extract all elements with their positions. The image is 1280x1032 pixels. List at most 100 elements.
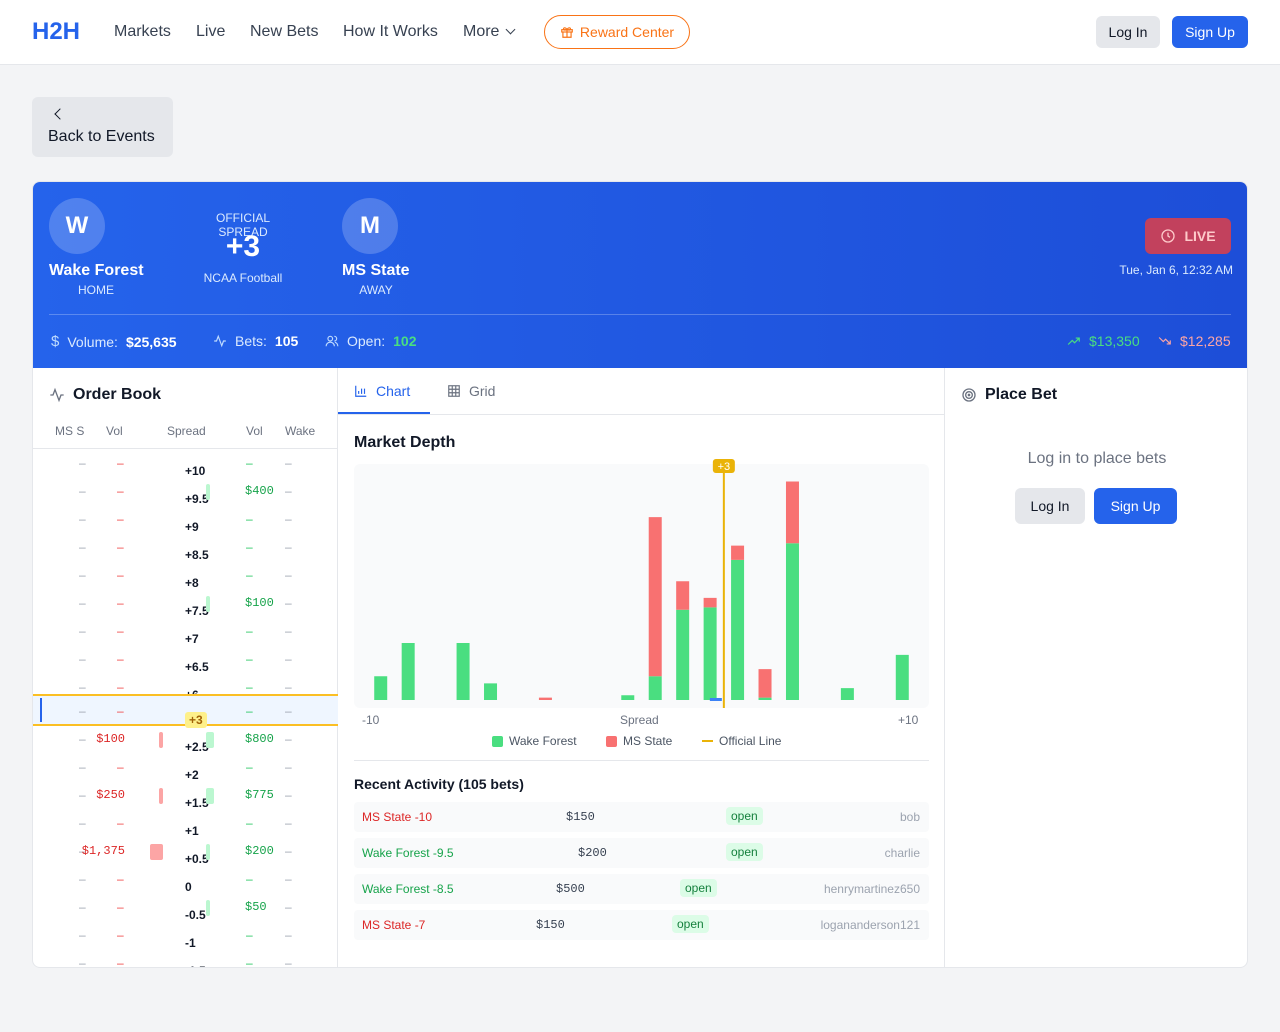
status-badge: open bbox=[672, 915, 709, 933]
view-tabs: Chart Grid bbox=[338, 368, 945, 415]
volume-value: $25,635 bbox=[125, 333, 177, 350]
live-label: LIVE bbox=[1184, 228, 1216, 244]
order-book-row[interactable]: – – 0 – – bbox=[33, 864, 338, 894]
bar-wake-forest[interactable] bbox=[731, 559, 745, 700]
bar-wake-forest[interactable] bbox=[785, 543, 799, 700]
ms-volume: – bbox=[117, 872, 124, 886]
order-book-row[interactable]: – – +2 – – bbox=[33, 752, 338, 782]
legend-label: Wake Forest bbox=[509, 734, 577, 748]
login-button[interactable]: Log In bbox=[1096, 16, 1160, 48]
ms-volume: $1,375 bbox=[81, 844, 125, 858]
bar-ms-state[interactable] bbox=[731, 545, 745, 560]
league: NCAA Football bbox=[203, 271, 283, 285]
order-book-row[interactable]: – – -1.5 – – bbox=[33, 948, 338, 968]
bar-wake-forest[interactable] bbox=[676, 609, 690, 700]
wake-volume: – bbox=[246, 956, 253, 968]
nav-new-bets[interactable]: New Bets bbox=[250, 23, 319, 40]
bets-label: Bets: bbox=[235, 333, 267, 349]
order-book-label: Order Book bbox=[73, 386, 162, 403]
wake-volume: – bbox=[246, 512, 253, 526]
ms-volume: – bbox=[117, 568, 124, 582]
logo[interactable]: H2H bbox=[32, 18, 81, 45]
nav-markets[interactable]: Markets bbox=[114, 23, 171, 40]
nav-live[interactable]: Live bbox=[196, 23, 226, 40]
order-book-row[interactable]: – – -0.5 $50 – bbox=[33, 892, 338, 922]
nav-how-it-works[interactable]: How It Works bbox=[343, 23, 438, 40]
ms-volume: – bbox=[117, 624, 124, 638]
place-bet-login-button[interactable]: Log In bbox=[1015, 488, 1085, 524]
order-book-row[interactable]: – $100 +2.5 $800– bbox=[33, 724, 338, 754]
tab-chart[interactable]: Chart bbox=[354, 383, 410, 399]
order-book-row[interactable]: – $250 +1.5 $775– bbox=[33, 780, 338, 810]
back-to-events-button[interactable]: Back to Events bbox=[32, 97, 173, 157]
ms-count: – bbox=[79, 816, 86, 830]
activity-icon bbox=[214, 334, 226, 348]
header-ms: MS S bbox=[55, 424, 85, 438]
reward-center-button[interactable]: Reward Center bbox=[544, 15, 690, 49]
bar-ms-state[interactable] bbox=[758, 669, 772, 698]
order-book-row[interactable]: – $1,375 +0.5 $200– bbox=[33, 836, 338, 866]
order-book-row[interactable]: – – +6.5 – – bbox=[33, 644, 338, 674]
bar-ms-state[interactable] bbox=[538, 697, 552, 700]
wake-count: – bbox=[285, 456, 292, 470]
tab-grid-label: Grid bbox=[469, 383, 496, 399]
activity-row[interactable]: Wake Forest -8.5 $500 open henrymartinez650 bbox=[354, 874, 929, 904]
ms-volume: – bbox=[117, 596, 124, 610]
order-book-row[interactable]: – – +1 – – bbox=[33, 808, 338, 838]
order-book-row[interactable]: – – +7.5 $100– bbox=[33, 588, 338, 618]
activity-row[interactable]: Wake Forest -9.5 $200 open charlie bbox=[354, 838, 929, 868]
order-book-row[interactable]: – – +9.5 $400– bbox=[33, 476, 338, 506]
current-line-marker bbox=[40, 698, 42, 722]
gift-icon bbox=[561, 27, 573, 38]
wake-count: – bbox=[285, 872, 292, 886]
ms-volume: – bbox=[117, 928, 124, 942]
bar-wake-forest[interactable] bbox=[895, 654, 909, 700]
activity-row[interactable]: MS State -10 $150 open bob bbox=[354, 802, 929, 832]
bar-ms-state[interactable] bbox=[676, 581, 690, 610]
bar-ms-state[interactable] bbox=[703, 597, 717, 608]
bar-wake-forest[interactable] bbox=[648, 676, 662, 700]
ms-volume: – bbox=[117, 704, 124, 718]
market-panel: Chart Grid Market Depth +3 -10 Spread +1… bbox=[338, 368, 945, 967]
tab-grid[interactable]: Grid bbox=[447, 383, 495, 399]
bar-wake-forest[interactable] bbox=[621, 695, 635, 700]
order-book-row[interactable]: – – +7 – – bbox=[33, 616, 338, 646]
wake-count: – bbox=[285, 732, 292, 746]
nav-more[interactable]: More bbox=[463, 23, 516, 41]
header-vol-left: Vol bbox=[106, 424, 123, 438]
order-book-row-current[interactable]: – – +3 – – bbox=[33, 694, 338, 728]
bar-wake-forest[interactable] bbox=[758, 697, 772, 700]
bet-amount: $500 bbox=[556, 882, 585, 896]
ms-count: – bbox=[79, 484, 86, 498]
order-book-row[interactable]: – – +8.5 – – bbox=[33, 532, 338, 562]
ms-count: – bbox=[79, 732, 86, 746]
ms-volume: $100 bbox=[96, 732, 125, 746]
bar-ms-state[interactable] bbox=[648, 517, 662, 677]
bar-wake-forest[interactable] bbox=[840, 688, 854, 700]
clock-icon bbox=[1161, 229, 1176, 243]
bar-wake-forest[interactable] bbox=[484, 683, 498, 700]
order-book-row[interactable]: – – +9 – – bbox=[33, 504, 338, 534]
bet-user: charlie bbox=[884, 846, 920, 860]
spread-text: 0 bbox=[185, 880, 192, 894]
active-tab-indicator bbox=[338, 412, 430, 414]
activity-row[interactable]: MS State -7 $150 open logananderson121 bbox=[354, 910, 929, 940]
signup-button[interactable]: Sign Up bbox=[1172, 16, 1248, 48]
place-bet-signup-button[interactable]: Sign Up bbox=[1094, 488, 1177, 524]
bar-wake-forest[interactable] bbox=[703, 607, 717, 700]
ms-volume: – bbox=[117, 652, 124, 666]
ms-count: – bbox=[79, 956, 86, 968]
order-book-row[interactable]: – – +10 – – bbox=[33, 448, 338, 478]
bar-wake-forest[interactable] bbox=[374, 676, 388, 700]
open-label: Open: bbox=[347, 333, 386, 349]
bar-wake-forest[interactable] bbox=[401, 643, 415, 700]
wake-depth-bar bbox=[206, 788, 214, 804]
spread-text: -1.5 bbox=[185, 964, 206, 967]
bar-wake-forest[interactable] bbox=[456, 643, 470, 700]
bar-ms-state[interactable] bbox=[785, 481, 799, 544]
legend-swatch bbox=[492, 735, 503, 747]
order-book-row[interactable]: – – -1 – – bbox=[33, 920, 338, 950]
status-badge: open bbox=[726, 807, 763, 825]
order-book-row[interactable]: – – +8 – – bbox=[33, 560, 338, 590]
wake-volume: – bbox=[246, 652, 253, 666]
